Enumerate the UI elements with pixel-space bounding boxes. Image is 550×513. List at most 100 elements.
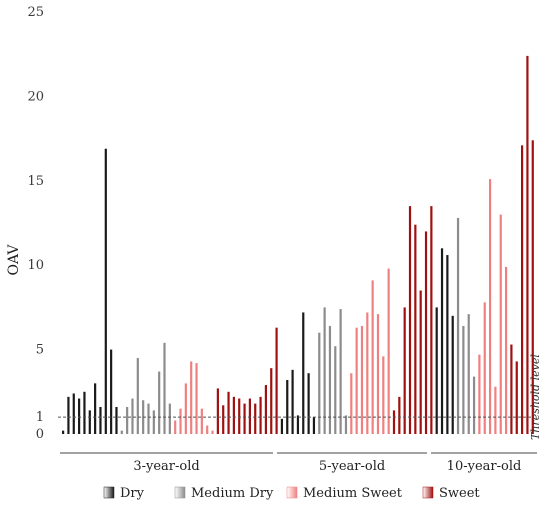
y-tick-label: 5	[36, 343, 44, 358]
bar-medium-sweet	[488, 179, 492, 434]
bar-sweet	[275, 327, 278, 434]
y-tick-label: 25	[27, 5, 44, 20]
bar-medium-sweet	[179, 408, 182, 434]
bar-dry	[291, 369, 294, 434]
bar-medium-dry	[472, 376, 476, 434]
bar-sweet	[424, 231, 428, 434]
legend-label: Medium Dry	[191, 486, 274, 501]
bar-sweet	[515, 361, 518, 434]
bar-dry	[435, 307, 438, 434]
bar-medium-dry	[120, 430, 123, 434]
bar-dry	[115, 406, 118, 434]
bar-medium-dry	[168, 403, 171, 434]
bar-sweet	[216, 388, 219, 434]
bar-sweet	[243, 403, 246, 434]
bar-sweet	[270, 368, 273, 434]
bar-sweet	[510, 344, 513, 434]
bar-medium-dry	[328, 325, 332, 434]
bar-medium-sweet	[483, 302, 486, 434]
bar-medium-sweet	[211, 430, 214, 434]
bar-dry	[62, 430, 65, 434]
bar-medium-dry	[152, 410, 155, 434]
bar-sweet	[222, 405, 225, 434]
bar-medium-sweet	[382, 356, 385, 434]
bar-sweet	[414, 224, 417, 434]
legend-label: Medium Sweet	[303, 486, 403, 501]
bar-sweet	[392, 410, 396, 434]
bar-sweet	[238, 398, 241, 434]
bar-medium-dry	[339, 309, 342, 434]
bar-sweet	[408, 206, 412, 434]
bars-layer	[62, 55, 534, 435]
bar-dry	[94, 383, 97, 434]
bar-dry	[451, 315, 454, 434]
bar-medium-sweet	[366, 312, 369, 434]
y-tick-label: 1	[36, 410, 44, 425]
bar-medium-dry	[318, 332, 321, 434]
bar-sweet	[227, 391, 230, 434]
group-label: 3-year-old	[133, 459, 199, 474]
bar-medium-dry	[131, 398, 134, 434]
bar-sweet	[248, 398, 251, 434]
bar-sweet	[259, 396, 262, 434]
group-axis: 3-year-old 5-year-old 10-year-old	[60, 452, 537, 474]
y-tick-label: 15	[27, 174, 44, 189]
legend: Dry Medium Dry Medium Sweet Sweet	[103, 486, 480, 501]
bar-medium-sweet	[504, 266, 508, 434]
bar-sweet	[419, 290, 422, 434]
bar-medium-dry	[323, 307, 326, 434]
group-label: 10-year-old	[447, 459, 522, 474]
bar-dry	[312, 417, 316, 434]
bar-medium-sweet	[499, 214, 502, 434]
legend-swatch-dry	[103, 486, 115, 499]
bar-medium-sweet	[355, 327, 358, 434]
bar-dry	[440, 248, 444, 434]
y-tick-label: 0	[36, 427, 44, 442]
bar-medium-dry	[126, 406, 129, 434]
bar-medium-dry	[147, 403, 150, 434]
legend-swatch-sweet	[422, 486, 434, 499]
bar-medium-sweet	[200, 408, 203, 434]
bar-dry	[286, 379, 289, 434]
y-tick-label: 20	[27, 89, 44, 104]
bar-sweet	[398, 396, 401, 434]
bar-dry	[302, 312, 305, 434]
legend-label: Sweet	[439, 486, 480, 501]
bar-dry	[78, 398, 81, 434]
bar-dry	[83, 391, 86, 434]
bar-medium-sweet	[350, 373, 353, 434]
bar-medium-sweet	[195, 363, 198, 434]
bar-medium-sweet	[478, 354, 481, 434]
threshold-label: Threshold level	[529, 354, 542, 440]
legend-swatch-medium-sweet	[286, 486, 298, 499]
bar-medium-dry	[344, 415, 348, 434]
bar-medium-sweet	[360, 325, 364, 434]
bar-sweet	[254, 403, 257, 434]
bar-dry	[67, 396, 70, 434]
bar-medium-dry	[334, 346, 337, 434]
legend-swatch-medium-dry	[174, 486, 186, 499]
bar-sweet	[232, 396, 235, 434]
bar-sweet	[520, 145, 524, 434]
bar-dry	[88, 410, 91, 434]
y-axis-title: OAV	[6, 244, 22, 276]
bar-medium-sweet	[184, 383, 187, 434]
bar-dry	[446, 255, 449, 434]
bar-dry	[280, 418, 284, 434]
bar-medium-sweet	[494, 386, 497, 434]
bar-dry	[296, 415, 300, 434]
bar-medium-dry	[462, 325, 465, 434]
bar-sweet	[403, 307, 406, 434]
bar-medium-dry	[467, 314, 470, 434]
bar-medium-sweet	[174, 420, 177, 434]
bar-dry	[307, 373, 310, 434]
threshold-layer: Threshold level	[58, 354, 542, 440]
y-tick-label: 10	[27, 258, 44, 273]
bar-sweet	[531, 140, 534, 435]
bar-dry	[72, 393, 75, 434]
bar-sweet	[526, 55, 529, 434]
bar-medium-dry	[158, 371, 161, 434]
legend-label: Dry	[120, 486, 145, 501]
